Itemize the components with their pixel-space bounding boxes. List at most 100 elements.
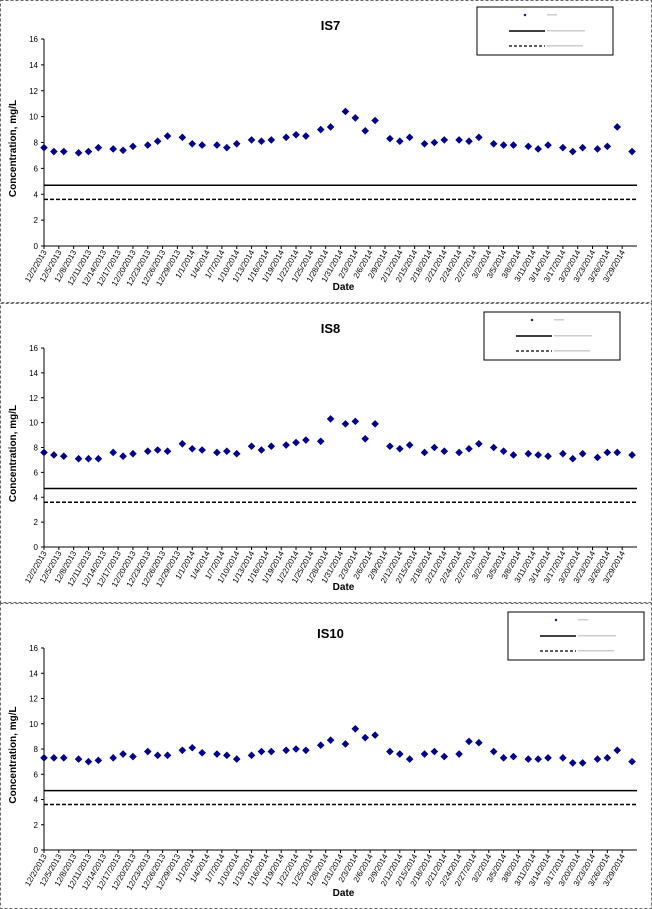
data-point [119,452,127,461]
y-tick-label: 16 [29,344,38,353]
y-tick-label: 14 [29,369,38,378]
data-point [257,137,266,146]
data-point [40,143,48,152]
data-point [430,443,439,452]
data-point [544,452,552,461]
data-point [386,442,394,451]
data-point [489,139,498,148]
data-point [361,733,370,742]
data-point [292,438,300,447]
data-point [129,752,137,761]
data-point [178,133,187,142]
y-tick-label: 8 [34,745,39,754]
data-point [371,420,379,428]
y-tick-label: 2 [34,821,39,830]
data-point [351,114,360,122]
data-point [371,116,379,125]
data-point [534,451,542,459]
y-tick-label: 6 [34,164,39,173]
y-tick-label: 2 [34,518,39,527]
data-point [465,137,473,146]
data-point [50,754,58,762]
y-tick-label: 4 [34,493,39,502]
data-point [232,449,241,458]
legend [483,311,621,361]
data-point [628,451,636,459]
y-axis-label: Concentration, mg/L [8,706,19,803]
data-point [475,439,483,448]
data-point [153,137,162,146]
data-point [578,449,587,458]
data-point [524,755,533,763]
chart-svg-is10: IS10024681012141612/2/201312/5/201312/8/… [0,603,652,909]
data-point [489,747,498,756]
data-point [302,132,310,140]
data-point [316,125,325,134]
chart-title: IS7 [321,18,341,33]
data-point [84,147,93,156]
data-point [341,740,350,748]
data-point [351,417,360,426]
chart-panel-is7: IS7 0 2 4 6 8 10 12 14 16 12/2/2013 12/5/2013 12/8/2… [0,0,652,303]
data-point [129,142,137,151]
y-tick-label: 0 [34,543,39,552]
data-point [282,746,290,755]
data-point [188,139,197,148]
data-point [198,748,206,757]
data-point [465,444,473,453]
data-point [613,448,622,457]
data-point [40,754,48,762]
data-point [405,441,414,449]
data-point [326,123,335,131]
data-point [499,754,508,762]
data-point [396,444,404,453]
chart-svg-is7: IS7024681012141612/2/201312/5/201312/8/2… [0,0,652,303]
legend-text-placeholder [547,30,585,32]
data-point [143,747,152,756]
y-tick-label: 14 [29,669,38,678]
legend-text-placeholder [554,350,590,352]
y-tick-label: 16 [29,644,38,653]
data-point [455,750,463,758]
y-axis-label: Concentration, mg/L [8,100,19,197]
data-point [405,133,414,142]
data-point [361,127,370,135]
data-point [257,747,266,756]
y-tick-label: 8 [34,139,39,148]
data-point [534,755,542,763]
data-point [499,447,508,456]
data-point [544,754,552,762]
data-point [405,755,414,763]
legend-text-placeholder [547,45,583,47]
data-point [143,447,152,456]
data-point [198,141,206,149]
x-axis-label: Date [333,282,355,293]
y-tick-label: 0 [34,846,39,855]
data-point [341,107,350,116]
data-point [247,136,256,144]
legend-text-placeholder [554,319,564,321]
data-point [455,136,463,144]
data-point [40,448,48,457]
data-point [282,441,290,449]
data-point [396,750,404,758]
data-point [267,136,276,144]
data-point [223,143,231,152]
data-point [59,452,68,461]
data-point [568,759,577,767]
data-point [386,747,394,756]
data-point [292,130,300,139]
data-point [371,731,379,739]
y-tick-label: 10 [29,113,38,122]
data-point [302,746,310,755]
chart-panel-is10: IS10 0 2 4 6 8 10 12 14 16 12/2/2013 12/5/2013 12/8/… [0,603,652,909]
data-point [74,755,83,763]
y-tick-label: 16 [29,35,38,44]
x-axis-label: Date [333,888,355,899]
data-point [420,139,429,148]
data-point [628,757,636,766]
data-point [603,754,612,762]
data-point [232,139,241,148]
data-point [430,138,439,147]
data-point [559,143,567,152]
